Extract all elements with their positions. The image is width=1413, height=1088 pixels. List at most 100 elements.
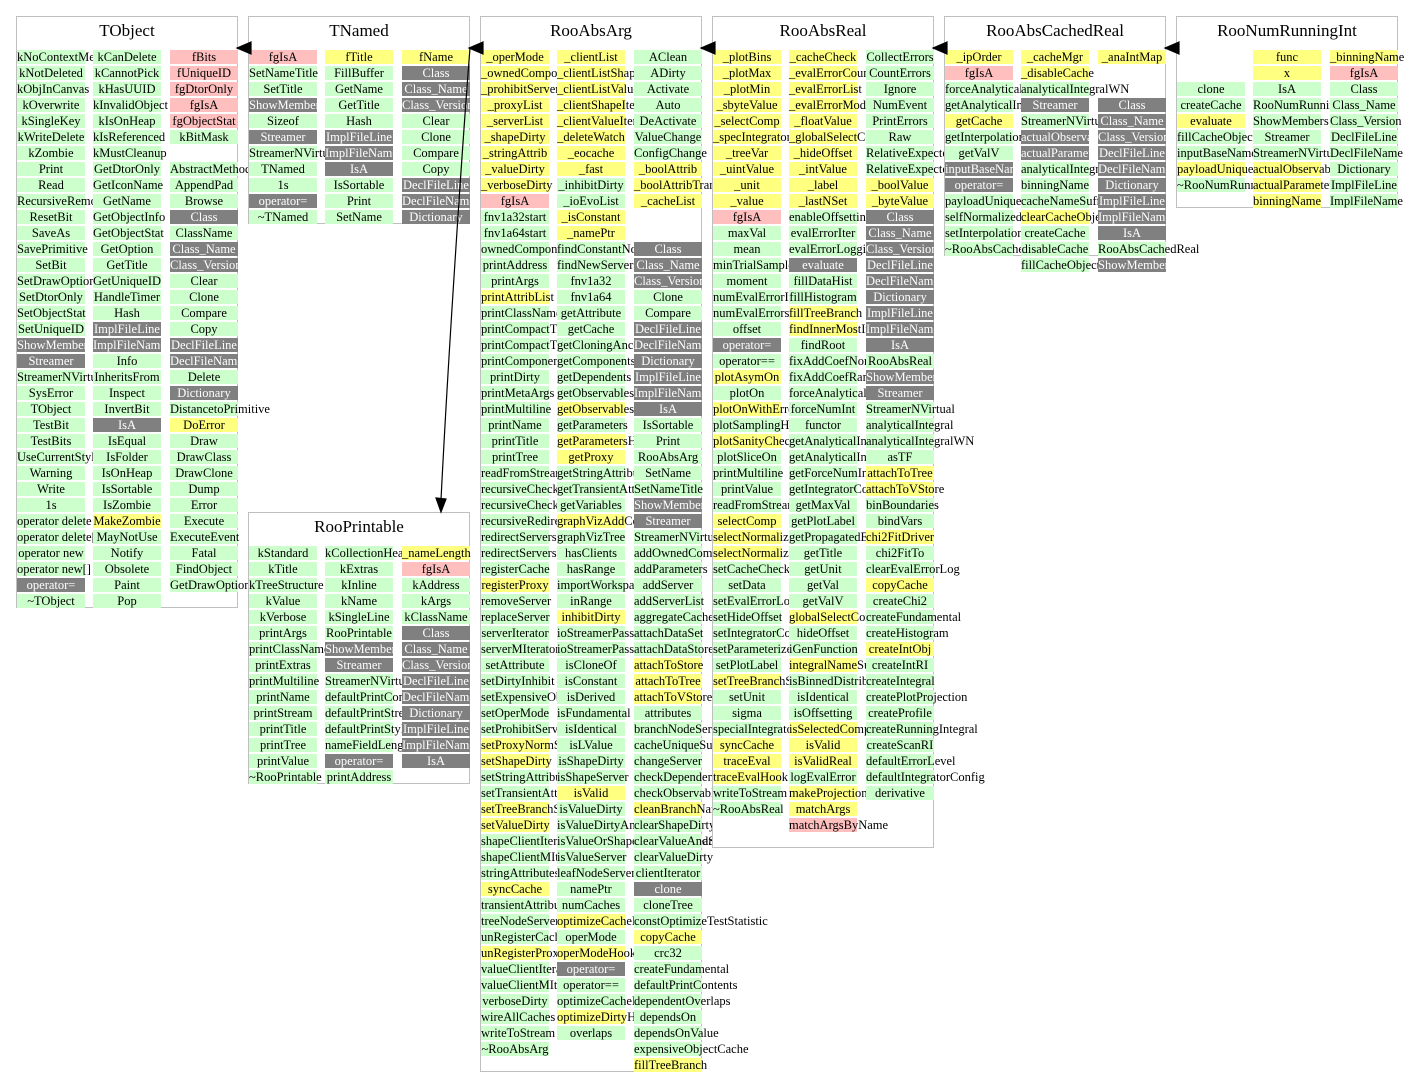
member-cell: SetNameTitle [634, 482, 703, 496]
member-cell: AbstractMethod [170, 162, 252, 176]
member-cell: asTF [866, 450, 934, 464]
member-cell: fillCacheObject [1177, 130, 1257, 144]
member-cell: kIsOnHeap [93, 114, 161, 128]
member-cell: fgIsA [1330, 66, 1398, 80]
member-cell: attachToTree [634, 674, 702, 688]
member-cell: printExtras [249, 658, 317, 672]
member-cell: kClassName [402, 610, 470, 624]
member-cell: _unit [713, 178, 781, 192]
member-cell: isIdentical [789, 690, 857, 704]
member-cell: _evalErrorMode [789, 98, 872, 112]
member-cell: ImplFileLine [1330, 178, 1398, 192]
member-cell: binningName [1253, 194, 1322, 208]
member-cell: Clone [402, 130, 470, 144]
member-cell: operator= [945, 178, 1013, 192]
member-cell: fillCacheObject [1021, 258, 1101, 272]
class-box-tnamed: TNamed fgIsA SetNameTitle SetTitle ShowMemb… [248, 16, 475, 224]
member-cell: IsA [402, 754, 470, 768]
member-cell: GetIconName [93, 178, 164, 192]
member-cell: selectComp [713, 514, 781, 528]
member-cell: printStream [249, 706, 317, 720]
member-cell: SysError [17, 386, 85, 400]
member-cell: UseCurrentStyle [17, 450, 101, 464]
member-cell: numCaches [557, 898, 625, 912]
member-cell: DeclFileLine [634, 322, 702, 336]
member-cell: GetDrawOption [170, 578, 251, 592]
member-cell: GetObjectInfo [93, 210, 166, 224]
member-cell: kExtras [325, 562, 393, 576]
member-cell: addServer [634, 578, 702, 592]
member-cell: inhibitDirty [557, 610, 625, 624]
member-cell: traceEval [713, 754, 781, 768]
member-cell: Hash [93, 306, 161, 320]
member-cell: registerProxy [481, 578, 549, 592]
member-cell: matchArgs [789, 802, 857, 816]
member-cell: unRegisterCache [481, 930, 567, 944]
member-cell: AppendPad [170, 178, 238, 192]
member-cell: GetOption [93, 242, 161, 256]
member-cell: namePtr [557, 882, 625, 896]
member-cell: _fast [557, 162, 625, 176]
member-cell: createScanRI [866, 738, 934, 752]
member-cell: serverIterator [481, 626, 549, 640]
member-cell: attachToVStore [634, 690, 713, 704]
member-cell: clearShapeDirty [634, 818, 716, 832]
member-cell: printClassName [249, 642, 330, 656]
member-cell: IsA [1098, 226, 1166, 240]
member-cell: _byteValue [866, 194, 934, 208]
member-cell: StreamerNVirtual [1021, 114, 1110, 128]
member-cell: isIdentical [557, 722, 625, 736]
member-cell: ioStreamerPass2 [557, 626, 641, 640]
member-cell: fillTreeBranch [789, 306, 863, 320]
member-cell: GetTitle [93, 258, 161, 272]
member-cell: GetName [325, 82, 393, 96]
member-cell: ValueChange [634, 130, 702, 144]
member-cell: ImplFileLine [1098, 194, 1166, 208]
member-cell: DrawClass [170, 450, 238, 464]
member-cell: Streamer [325, 658, 393, 672]
member-cell: binningName [1021, 178, 1090, 192]
member-cell: ImplFileName [93, 338, 166, 352]
member-cell: kBitMask [170, 130, 238, 144]
member-cell: _stringAttrib [481, 146, 549, 160]
member-cell: Streamer [17, 354, 85, 368]
member-cell: getParameters [557, 418, 628, 432]
member-cell: kTreeStructure [249, 578, 324, 592]
member-cell: ~TNamed [249, 210, 317, 224]
class-title: TNamed [329, 21, 389, 40]
member-cell: ImplFileLine [325, 130, 393, 144]
member-cell: Copy [170, 322, 238, 336]
member-cell: printMultiline [481, 402, 552, 416]
member-cell: _clientListShape [557, 66, 642, 80]
member-cell: ShowMembers [249, 98, 325, 112]
member-cell: getCache [945, 114, 1013, 128]
member-cell: dependsOnValue [634, 1026, 719, 1040]
member-cell: changeServer [634, 754, 703, 768]
member-cell: dependsOn [634, 1010, 702, 1024]
member-cell: DeclFileName [402, 194, 475, 208]
member-cell: _evalErrorCount [789, 66, 874, 80]
member-cell: attachToTree [866, 466, 934, 480]
member-cell: inputBaseName [1177, 146, 1257, 160]
member-cell: DeclFileName [1330, 146, 1403, 160]
member-cell: ShowMembers [866, 370, 942, 384]
member-cell: setValueDirty [481, 818, 550, 832]
member-cell: Dictionary [1098, 178, 1166, 192]
member-cell: isValid [557, 786, 625, 800]
member-cell: _cacheList [634, 194, 702, 208]
member-cell: getVariables [557, 498, 625, 512]
member-cell: Dictionary [170, 386, 238, 400]
member-cell: kArgs [402, 594, 470, 608]
member-cell: Delete [170, 370, 238, 384]
member-cell: hideOffset [789, 626, 857, 640]
member-cell: Streamer [1253, 130, 1321, 144]
member-cell: SetObjectStat [17, 306, 86, 320]
member-cell: setOperMode [481, 706, 550, 720]
member-cell: attachToStore [634, 658, 704, 672]
member-cell: MakeZombie [93, 514, 161, 528]
member-cell: printMultiline [713, 466, 784, 480]
member-cell: printArgs [249, 626, 317, 640]
member-cell: createHistogram [866, 626, 949, 640]
member-cell: GetName [93, 194, 161, 208]
member-cell: _plotMin [713, 82, 781, 96]
